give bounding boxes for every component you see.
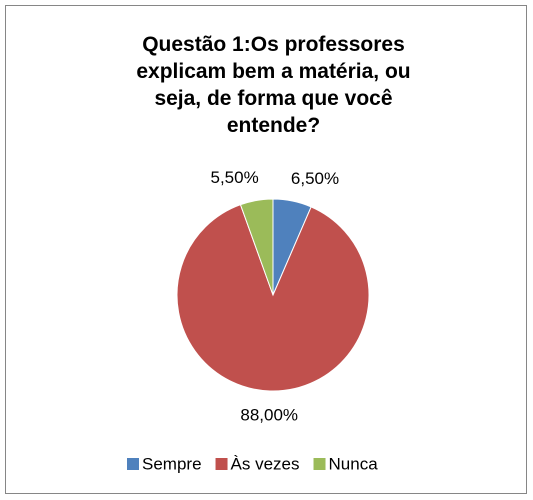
chart-frame [5, 5, 527, 494]
chart-title: Questão 1:Os professores explicam bem a … [136, 33, 411, 137]
legend-label: Às vezes [231, 454, 300, 473]
legend-label: Sempre [142, 454, 202, 473]
legend-swatch [313, 458, 326, 470]
legend-label: Nunca [329, 454, 379, 473]
legend-swatch [215, 458, 228, 470]
data-label: 5,50% [211, 168, 259, 187]
pie-slice [239, 198, 274, 296]
pie-slice [176, 204, 370, 392]
data-label: 6,50% [291, 169, 339, 188]
legend-swatch [127, 458, 139, 470]
data-label: 88,00% [240, 405, 298, 424]
